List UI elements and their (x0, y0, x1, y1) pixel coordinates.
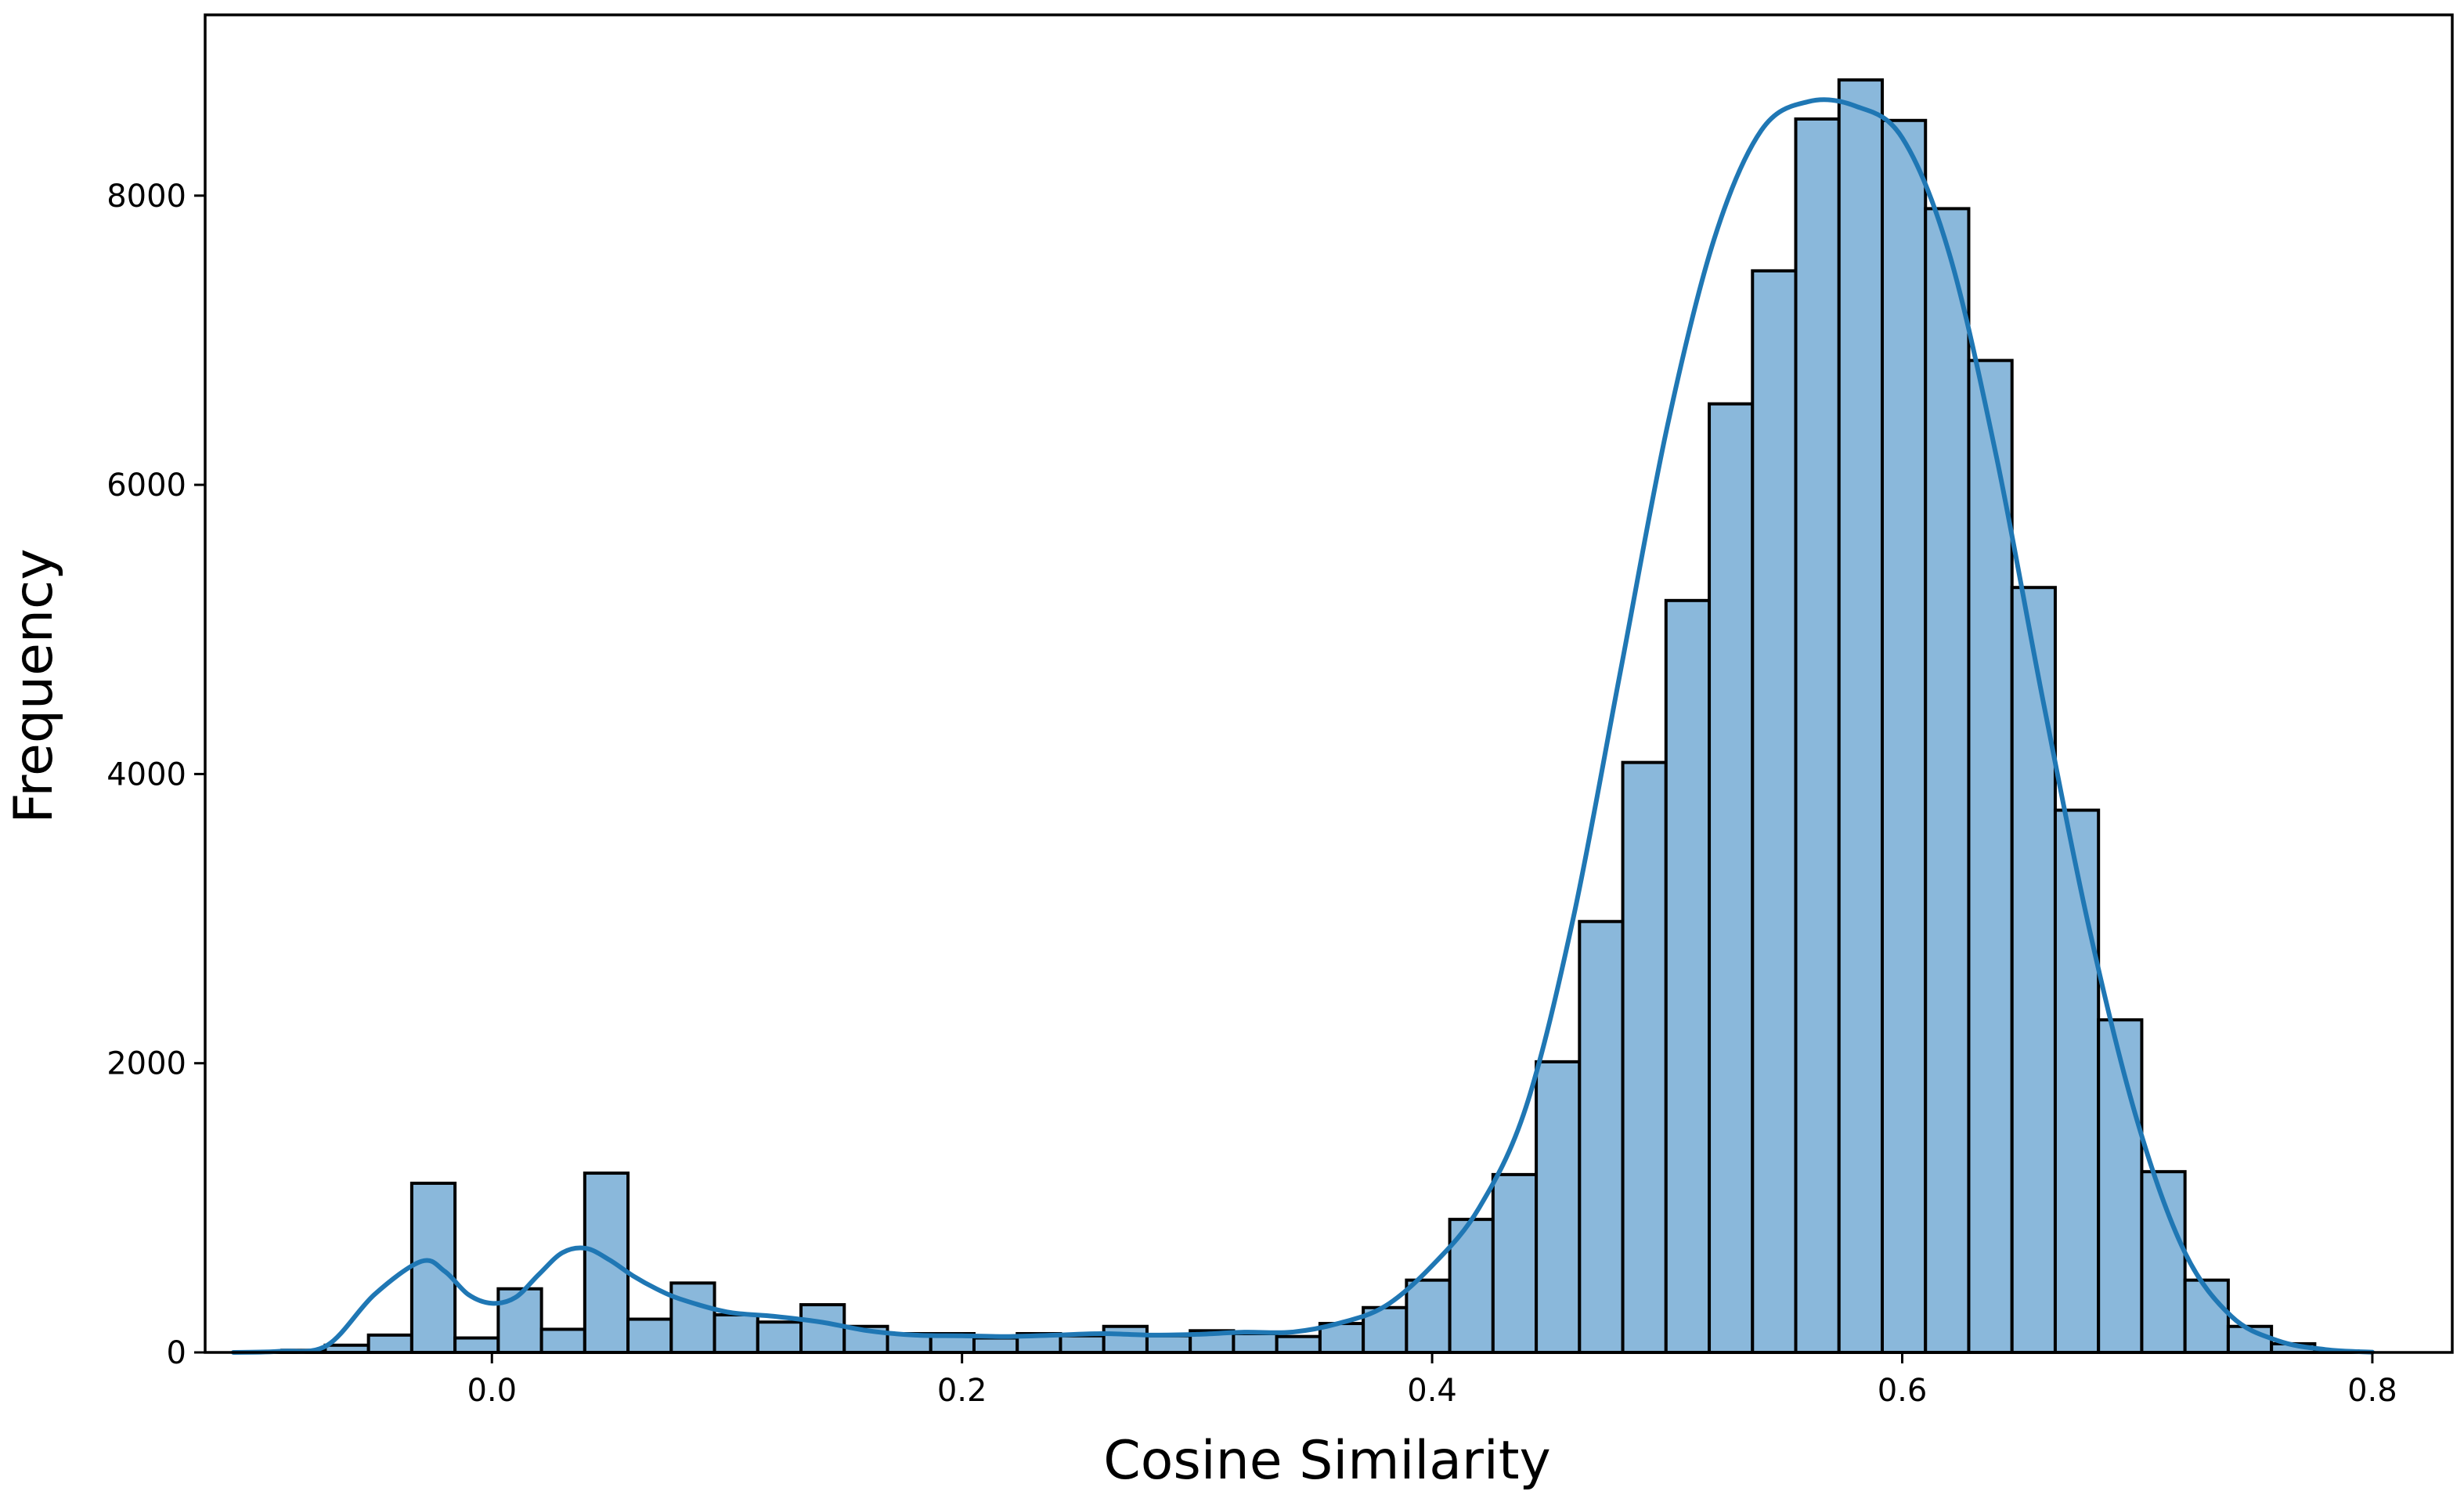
histogram-bar (1491, 1172, 1539, 1355)
histogram-bar (2010, 586, 2057, 1354)
histogram-bar (1405, 1278, 1452, 1354)
histogram-bar (2053, 808, 2101, 1355)
histogram-bar (1535, 1060, 1582, 1354)
histogram-bar (669, 1281, 716, 1354)
y-tick-label: 2000 (106, 1046, 186, 1082)
histogram-bar (1708, 402, 1755, 1355)
kde-curve (231, 97, 2375, 1355)
histogram-bar (1578, 919, 1625, 1355)
histogram-bar (496, 1287, 543, 1355)
y-tick-label: 6000 (106, 468, 186, 504)
x-tick-label: 0.6 (1878, 1373, 1928, 1409)
histogram-bar (1967, 359, 2014, 1354)
histogram-bar (366, 1333, 413, 1354)
plot-frame (204, 13, 2454, 1354)
y-tick-label: 4000 (106, 756, 186, 793)
histogram-bar (539, 1327, 586, 1354)
histogram-bar (1102, 1324, 1149, 1354)
histogram-bar (626, 1317, 673, 1354)
histogram-bar (583, 1172, 630, 1354)
histogram-bar (1621, 760, 1668, 1354)
x-tick-label: 0.2 (937, 1373, 987, 1409)
y-tick-label: 8000 (106, 179, 186, 215)
histogram-bar (1145, 1334, 1192, 1354)
histogram-bar (1232, 1331, 1279, 1355)
bars-group (236, 78, 2360, 1355)
x-tick-label: 0.0 (467, 1373, 517, 1409)
histogram-bar (1751, 269, 1798, 1354)
histogram-bar (1664, 598, 1712, 1354)
x-axis-label: Cosine Similarity (1103, 1430, 1550, 1492)
histogram-bar (972, 1336, 1019, 1355)
histogram-bar (453, 1336, 500, 1355)
y-axis-label: Frequency (3, 548, 65, 823)
histogram-bar (1924, 207, 1971, 1354)
histogram-bar (1275, 1334, 1322, 1354)
histogram-bar (799, 1303, 846, 1354)
x-axis: 0.0 0.2 0.4 0.6 0.8 (467, 1352, 2397, 1409)
histogram-bar (1880, 118, 1928, 1355)
y-axis: 0 2000 4000 6000 8000 (106, 179, 205, 1371)
x-tick-label: 0.8 (2347, 1373, 2397, 1409)
x-tick-label: 0.4 (1407, 1373, 1457, 1409)
histogram-bar (409, 1181, 457, 1354)
y-tick-label: 0 (167, 1335, 186, 1371)
histogram-bar (713, 1312, 759, 1354)
histogram-bar (756, 1320, 803, 1354)
histogram-bar (2097, 1018, 2144, 1354)
histogram-bar (1794, 117, 1841, 1354)
histogram-bar (1059, 1334, 1106, 1354)
histogram-bar (1837, 78, 1884, 1354)
